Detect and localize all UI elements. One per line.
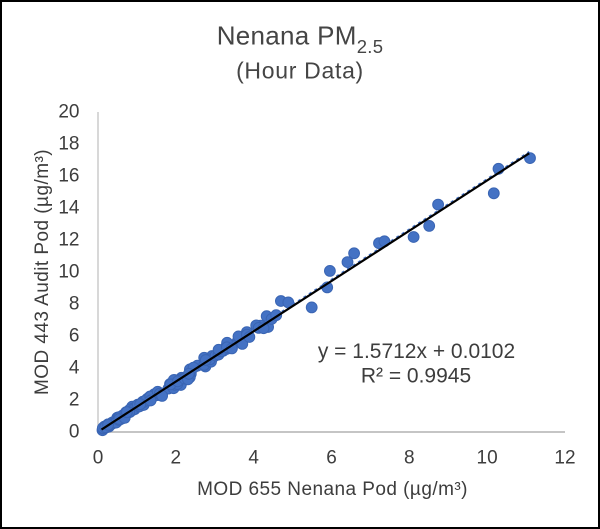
svg-text:4: 4 [69, 357, 80, 378]
svg-text:12: 12 [58, 229, 79, 250]
svg-text:Nenana PM2.5: Nenana PM2.5 [217, 21, 384, 58]
svg-text:4: 4 [248, 447, 259, 468]
svg-text:2: 2 [69, 389, 80, 410]
svg-text:6: 6 [326, 447, 337, 468]
svg-text:16: 16 [58, 165, 79, 186]
svg-text:y = 1.5712x + 0.0102: y = 1.5712x + 0.0102 [318, 340, 515, 363]
svg-text:0: 0 [93, 447, 104, 468]
svg-text:14: 14 [58, 197, 80, 218]
svg-text:(Hour Data): (Hour Data) [236, 58, 364, 84]
svg-text:10: 10 [58, 261, 79, 282]
svg-text:8: 8 [69, 293, 80, 314]
svg-text:18: 18 [58, 133, 79, 154]
svg-text:12: 12 [554, 447, 575, 468]
svg-text:10: 10 [477, 447, 498, 468]
svg-text:2: 2 [171, 447, 182, 468]
svg-text:0: 0 [69, 421, 80, 442]
svg-text:20: 20 [58, 101, 79, 122]
svg-text:MOD 443 Audit Pod (µg/m³): MOD 443 Audit Pod (µg/m³) [32, 149, 53, 395]
svg-text:R² = 0.9945: R² = 0.9945 [361, 365, 471, 388]
svg-text:MOD 655 Nenana Pod (µg/m³): MOD 655 Nenana Pod (µg/m³) [197, 479, 468, 500]
svg-text:8: 8 [404, 447, 415, 468]
svg-text:6: 6 [69, 325, 80, 346]
